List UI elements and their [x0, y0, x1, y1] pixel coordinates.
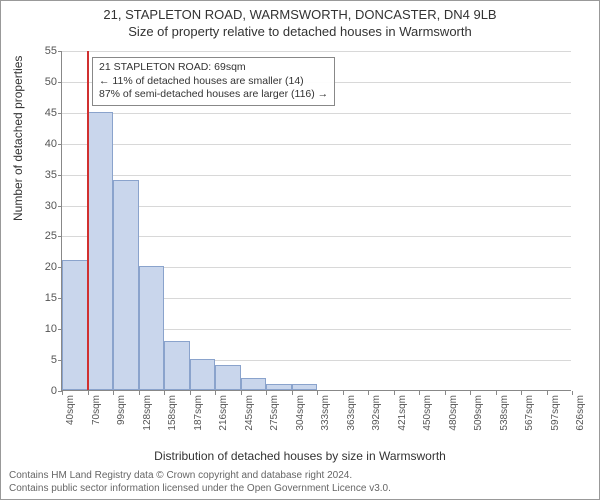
x-tick-label: 392sqm: [371, 395, 382, 431]
y-tick-label: 30: [27, 200, 57, 212]
x-tick-label: 626sqm: [575, 395, 586, 431]
footer-attribution: Contains HM Land Registry data © Crown c…: [9, 470, 391, 495]
x-tick-label: 363sqm: [346, 395, 357, 431]
y-tick-label: 0: [27, 385, 57, 397]
x-tick-mark: [470, 391, 471, 395]
x-tick-label: 597sqm: [550, 395, 561, 431]
title-block: 21, STAPLETON ROAD, WARMSWORTH, DONCASTE…: [1, 1, 599, 39]
bar: [62, 260, 88, 390]
x-tick-label: 450sqm: [422, 395, 433, 431]
gridline: [62, 51, 571, 52]
annotation-line: 21 STAPLETON ROAD: 69sqm: [99, 61, 328, 75]
y-tick-mark: [58, 82, 62, 83]
x-tick-label: 128sqm: [142, 395, 153, 431]
y-tick-mark: [58, 236, 62, 237]
x-tick-mark: [139, 391, 140, 395]
x-tick-mark: [164, 391, 165, 395]
bar: [266, 384, 292, 390]
x-tick-label: 158sqm: [167, 395, 178, 431]
x-tick-label: 245sqm: [244, 395, 255, 431]
x-tick-label: 40sqm: [65, 395, 76, 425]
x-axis-label: Distribution of detached houses by size …: [1, 449, 599, 463]
y-tick-mark: [58, 206, 62, 207]
y-tick-label: 50: [27, 76, 57, 88]
x-tick-mark: [292, 391, 293, 395]
property-marker-line: [87, 51, 89, 390]
x-tick-mark: [241, 391, 242, 395]
x-tick-label: 480sqm: [448, 395, 459, 431]
bar: [190, 359, 216, 390]
annotation-line: ← 11% of detached houses are smaller (14…: [99, 75, 328, 89]
y-tick-label: 45: [27, 107, 57, 119]
y-tick-label: 55: [27, 45, 57, 57]
x-tick-label: 275sqm: [269, 395, 280, 431]
bar: [113, 180, 139, 390]
x-tick-label: 509sqm: [473, 395, 484, 431]
y-tick-label: 25: [27, 230, 57, 242]
x-tick-label: 567sqm: [524, 395, 535, 431]
x-tick-mark: [215, 391, 216, 395]
bar: [139, 266, 165, 390]
x-tick-mark: [62, 391, 63, 395]
x-tick-mark: [521, 391, 522, 395]
x-tick-mark: [419, 391, 420, 395]
x-tick-label: 187sqm: [193, 395, 204, 431]
gridline: [62, 113, 571, 114]
y-tick-mark: [58, 175, 62, 176]
x-tick-label: 421sqm: [397, 395, 408, 431]
x-tick-mark: [547, 391, 548, 395]
title-subtitle: Size of property relative to detached ho…: [1, 24, 599, 39]
x-tick-mark: [368, 391, 369, 395]
x-tick-label: 333sqm: [320, 395, 331, 431]
y-tick-label: 20: [27, 261, 57, 273]
footer-line-1: Contains HM Land Registry data © Crown c…: [9, 470, 391, 483]
y-tick-label: 35: [27, 169, 57, 181]
y-tick-label: 5: [27, 354, 57, 366]
x-tick-mark: [113, 391, 114, 395]
bar: [241, 378, 267, 390]
chart-area: 40sqm70sqm99sqm128sqm158sqm187sqm216sqm2…: [61, 51, 571, 421]
x-tick-mark: [572, 391, 573, 395]
x-tick-mark: [394, 391, 395, 395]
x-tick-label: 538sqm: [499, 395, 510, 431]
title-address: 21, STAPLETON ROAD, WARMSWORTH, DONCASTE…: [1, 7, 599, 22]
x-tick-mark: [445, 391, 446, 395]
x-tick-mark: [88, 391, 89, 395]
bar: [164, 341, 190, 390]
x-tick-label: 304sqm: [295, 395, 306, 431]
x-tick-label: 99sqm: [116, 395, 127, 425]
x-tick-mark: [266, 391, 267, 395]
bar: [88, 112, 114, 390]
gridline: [62, 144, 571, 145]
chart-container: 21, STAPLETON ROAD, WARMSWORTH, DONCASTE…: [0, 0, 600, 500]
bar: [292, 384, 318, 390]
y-tick-mark: [58, 144, 62, 145]
bar: [215, 365, 241, 390]
x-tick-mark: [496, 391, 497, 395]
annotation-line: 87% of semi-detached houses are larger (…: [99, 88, 328, 102]
gridline: [62, 175, 571, 176]
y-tick-label: 15: [27, 292, 57, 304]
y-axis-label: Number of detached properties: [11, 56, 25, 221]
y-tick-mark: [58, 113, 62, 114]
x-tick-mark: [317, 391, 318, 395]
y-tick-label: 10: [27, 323, 57, 335]
annotation-box: 21 STAPLETON ROAD: 69sqm← 11% of detache…: [92, 57, 335, 106]
x-tick-label: 70sqm: [91, 395, 102, 425]
y-tick-label: 40: [27, 138, 57, 150]
x-tick-mark: [343, 391, 344, 395]
x-tick-label: 216sqm: [218, 395, 229, 431]
x-tick-mark: [190, 391, 191, 395]
plot-region: 40sqm70sqm99sqm128sqm158sqm187sqm216sqm2…: [61, 51, 571, 391]
footer-line-2: Contains public sector information licen…: [9, 483, 391, 496]
y-tick-mark: [58, 51, 62, 52]
